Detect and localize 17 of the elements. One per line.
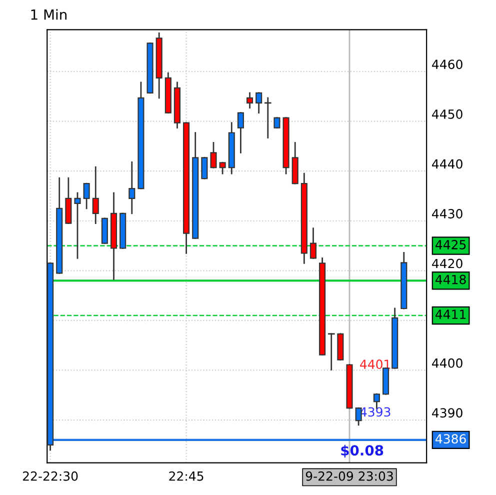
- y-tick-label: 4420: [432, 258, 462, 268]
- y-tick-label: 4400: [432, 358, 462, 368]
- x-tick-label: 22:45: [169, 471, 204, 481]
- ref-line-label: 4386: [436, 434, 466, 444]
- annotation: 4401: [360, 360, 390, 369]
- ref-line-label: 4425: [436, 240, 466, 250]
- chart-title: 1 Min: [31, 9, 66, 20]
- annotation: $0.08: [341, 444, 384, 458]
- ref-line-label: 4411: [436, 310, 466, 319]
- y-tick-label: 4460: [432, 60, 462, 70]
- y-tick-label: 4430: [432, 208, 462, 218]
- ref-line-label: 4418: [436, 274, 466, 284]
- y-tick-label: 4390: [432, 408, 462, 418]
- x-tick-label: 9-22-09 23:03: [306, 471, 393, 481]
- x-tick-label: 22-22:30: [22, 471, 78, 481]
- y-tick-label: 4440: [432, 159, 462, 169]
- y-tick-label: 4450: [432, 109, 462, 119]
